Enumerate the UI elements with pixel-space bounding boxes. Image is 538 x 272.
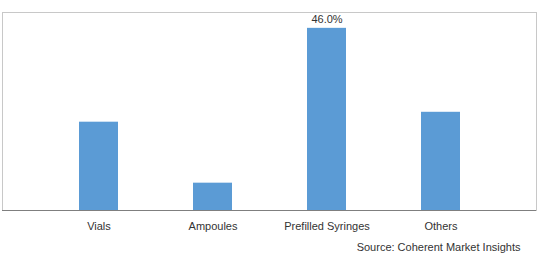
svg-text:Others: Others xyxy=(424,220,458,232)
svg-text:46.0%: 46.0% xyxy=(311,13,342,25)
svg-text:Prefilled Syringes: Prefilled Syringes xyxy=(284,220,370,232)
svg-text:Source: Coherent Market Insigh: Source: Coherent Market Insights xyxy=(357,241,521,253)
svg-text:Ampoules: Ampoules xyxy=(189,220,238,232)
svg-text:Vials: Vials xyxy=(87,220,111,232)
